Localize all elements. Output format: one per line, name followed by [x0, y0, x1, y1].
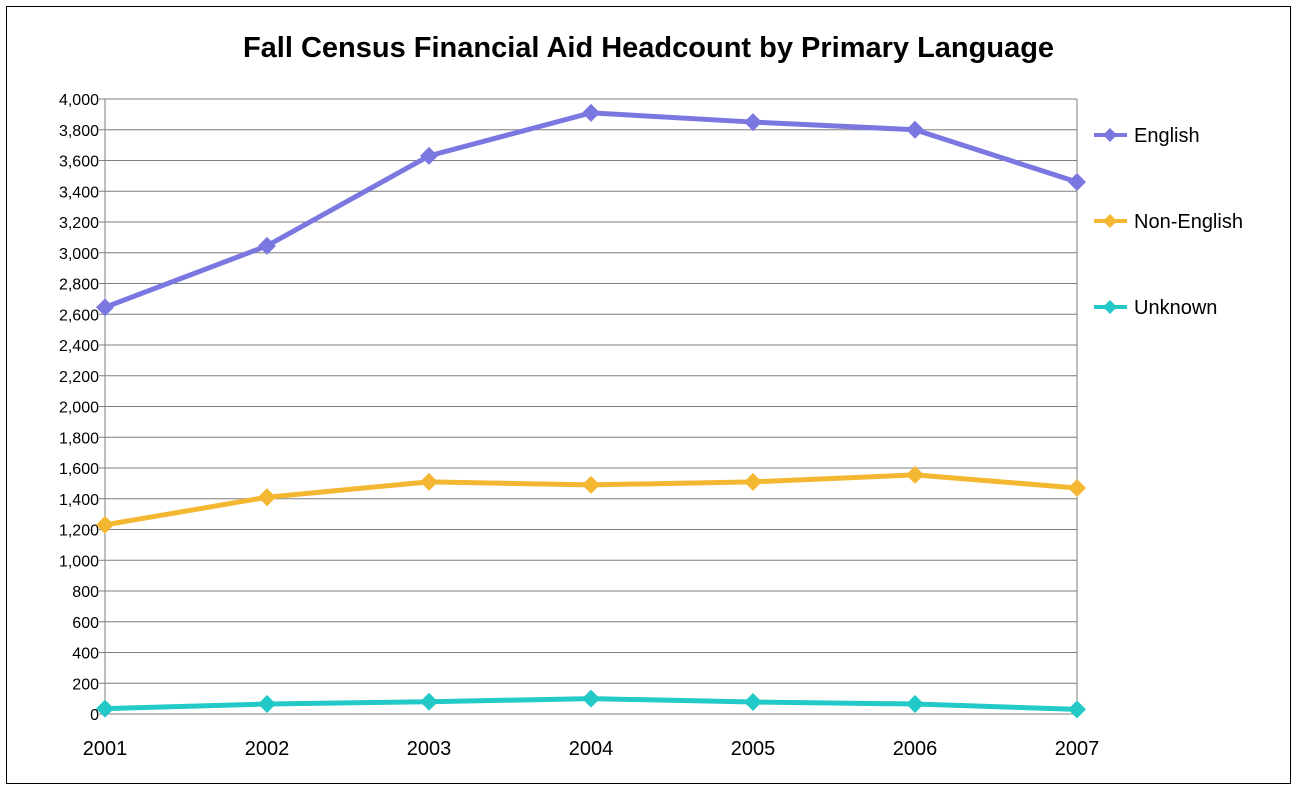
data-point [258, 236, 276, 255]
y-tick-label: 1,000 [59, 553, 99, 570]
y-tick-label: 2,400 [59, 338, 99, 355]
data-point [1068, 173, 1086, 192]
x-tick-label: 2002 [245, 738, 290, 760]
data-point [96, 699, 114, 718]
y-tick-label: 600 [72, 615, 99, 632]
legend-label: Unknown [1134, 297, 1217, 319]
data-point [744, 113, 762, 132]
y-tick-label: 2,000 [59, 400, 99, 417]
data-point [744, 472, 762, 491]
x-tick-label: 2001 [83, 738, 128, 760]
axis-layer: 0 200 400 600 800 1,000 1,200 1,400 1,600 1,800 2,… [59, 92, 1099, 760]
legend-label: Non-English [1134, 211, 1243, 233]
data-point [1068, 700, 1086, 719]
x-tick-label: 2007 [1055, 738, 1100, 760]
y-tick-label: 1,600 [59, 461, 99, 478]
y-tick-label: 800 [72, 584, 99, 601]
y-tick-label: 3,800 [59, 123, 99, 140]
legend: English Non-English Unknown [1094, 125, 1243, 319]
data-point [582, 103, 600, 122]
y-tick-label: 1,400 [59, 492, 99, 509]
y-tick-label: 3,600 [59, 154, 99, 171]
data-point [582, 475, 600, 494]
data-point [906, 465, 924, 484]
data-point [96, 515, 114, 534]
y-tick-label: 4,000 [59, 92, 99, 109]
x-tick-label: 2006 [893, 738, 938, 760]
legend-marker [1103, 214, 1117, 228]
legend-label: English [1134, 125, 1200, 147]
data-point [420, 692, 438, 711]
series-layer [96, 103, 1086, 719]
series-line-english [104, 110, 1078, 310]
grid-layer [105, 98, 1077, 715]
legend-marker [1103, 128, 1117, 142]
y-tick-label: 3,400 [59, 184, 99, 201]
y-tick-label: 2,800 [59, 277, 99, 294]
data-point [1068, 478, 1086, 497]
y-tick-label: 1,200 [59, 523, 99, 540]
data-point [96, 298, 114, 317]
data-point [258, 488, 276, 507]
y-tick-label: 2,600 [59, 307, 99, 324]
data-point [420, 146, 438, 165]
y-tick-label: 1,800 [59, 430, 99, 447]
legend-marker [1103, 300, 1117, 314]
y-tick-label: 3,000 [59, 246, 99, 263]
data-point [906, 120, 924, 139]
y-tick-label: 2,200 [59, 369, 99, 386]
data-point [582, 689, 600, 708]
data-point [420, 472, 438, 491]
y-tick-label: 400 [72, 646, 99, 663]
data-point [744, 693, 762, 712]
y-tick-label: 0 [90, 707, 99, 724]
data-point [258, 695, 276, 714]
chart-title: Fall Census Financial Aid Headcount by P… [242, 32, 1055, 64]
y-tick-label: 3,200 [59, 215, 99, 232]
x-tick-label: 2005 [731, 738, 776, 760]
y-tick-label: 200 [72, 676, 99, 693]
x-tick-label: 2004 [569, 738, 614, 760]
data-point [906, 695, 924, 714]
x-tick-label: 2003 [407, 738, 452, 760]
